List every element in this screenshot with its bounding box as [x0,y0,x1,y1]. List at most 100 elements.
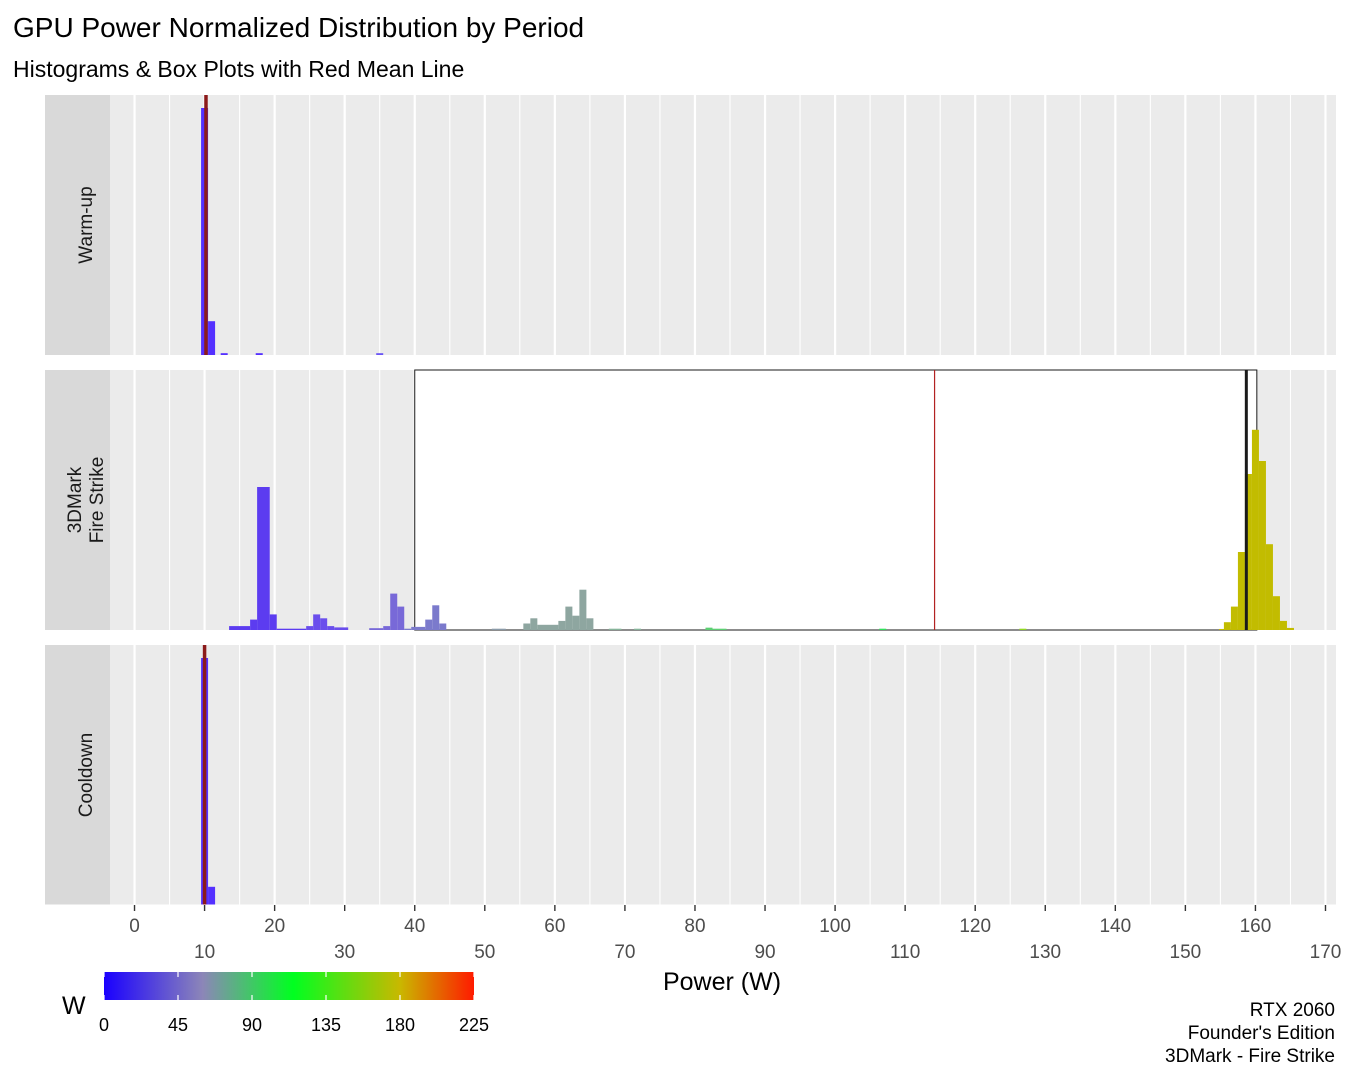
histogram-bar [383,626,391,630]
histogram-bar [608,628,622,630]
histogram-bar [1258,461,1266,630]
histogram-bar [1279,620,1287,630]
histogram-bar [397,606,405,630]
histogram-bar [705,627,713,630]
histogram-bar [634,628,642,630]
histogram-bar [404,628,412,630]
histogram-bar [327,626,335,630]
histogram-bar [491,628,506,630]
histogram-bar [411,626,426,630]
legend-tick-label: 45 [168,1015,188,1035]
histogram-bar [313,614,321,630]
x-tick-label: 50 [474,942,495,963]
panel-2: Cooldown [45,645,1336,905]
legend-colorbar [104,972,474,1000]
panel-background [110,95,1336,355]
histogram-bar [1019,628,1027,630]
x-tick-label: 170 [1310,942,1342,963]
histogram-bar [1237,552,1245,630]
x-tick-label: 150 [1170,942,1202,963]
x-tick-label: 40 [404,916,425,937]
histogram-bar [432,605,440,630]
histogram-bar [257,487,270,630]
caption-line: Founder's Edition [1188,1023,1335,1044]
facet-strip [45,370,110,630]
facet-strip-label: Warm-up [76,186,97,263]
histogram-bar [572,615,580,630]
x-tick-label: 30 [334,942,355,963]
x-tick-label: 130 [1029,942,1061,963]
x-tick-label: 80 [684,916,705,937]
facet-strip [45,645,110,905]
x-tick-label: 0 [129,916,140,937]
caption-line: 3DMark - Fire Strike [1165,1046,1335,1067]
panel-1: 3DMarkFire Strike [45,369,1336,631]
facet-strip-label: 3DMarkFire Strike [65,457,108,544]
histogram-bar [1219,628,1224,630]
x-tick-label: 20 [264,916,285,937]
histogram-bar [586,618,594,630]
histogram-bar [1265,544,1273,630]
histogram-bar [369,628,384,630]
legend-tick-label: 180 [385,1015,415,1035]
histogram-bar [1286,627,1294,630]
x-axis: 0 20 40 60 80 100 120 140 160 10 30 50 70 90 110 130 150… [45,904,1342,963]
facet-strip-label-line: Cooldown [76,733,97,818]
histogram-bar [250,619,258,630]
legend-tick-label: 225 [459,1015,489,1035]
histogram-bar [1230,606,1238,630]
x-tick-label: 120 [959,916,991,937]
x-tick-label: 70 [614,942,635,963]
panel-0: Warm-up [45,95,1336,355]
histogram-bar [1251,429,1259,630]
histogram-bar [565,606,573,630]
facet-strip-label: Cooldown [76,733,97,818]
caption-line: RTX 2060 [1250,1000,1335,1021]
histogram-bar [376,353,384,355]
histogram-bar [269,614,277,630]
panel-background [110,645,1336,905]
histogram-bar [523,623,531,630]
facet-strip-label-line: Fire Strike [87,457,108,544]
facet-strip-label-line: 3DMark [65,466,86,533]
histogram-bar [255,353,263,355]
facet-strip-label-line: Warm-up [76,186,97,263]
histogram-bar [1223,622,1231,630]
x-tick-label: 160 [1240,916,1272,937]
box-plot-box [414,369,1258,631]
histogram-bar [712,628,727,630]
legend-tick-label: 135 [311,1015,341,1035]
facet-panels: Warm-up 3DMarkFire Strike Cooldown [45,95,1336,905]
x-tick-label: 110 [890,942,920,963]
x-tick-label: 10 [194,942,215,963]
histogram-bar [220,353,228,355]
histogram-bar [276,628,307,630]
histogram-bar [208,886,216,905]
x-axis-title: Power (W) [663,968,781,996]
histogram-bar [530,618,538,630]
histogram-bar [558,620,566,630]
x-tick-label: 140 [1099,916,1131,937]
histogram-bar [390,593,398,630]
histogram-bar [208,321,216,355]
histogram-bar [1272,596,1280,630]
chart-subtitle: Histograms & Box Plots with Red Mean Lin… [13,56,464,82]
legend-title: W [62,992,86,1020]
histogram-bar [320,618,328,630]
histogram-bar [537,624,559,630]
legend-tick-label: 90 [242,1015,262,1035]
facet-strip [45,95,110,355]
histogram-bar [579,589,587,630]
legend-tick-label: 0 [99,1015,109,1035]
chart-title: GPU Power Normalized Distribution by Per… [13,12,584,43]
histogram-bar [879,628,887,630]
histogram-bar [334,627,349,630]
histogram-bar [306,626,314,630]
histogram-bar [229,626,251,630]
histogram-bar [439,623,447,630]
histogram-bar [425,619,433,630]
color-legend: W0 45 90 135 180 225 [62,972,489,1035]
x-tick-label: 90 [754,942,775,963]
